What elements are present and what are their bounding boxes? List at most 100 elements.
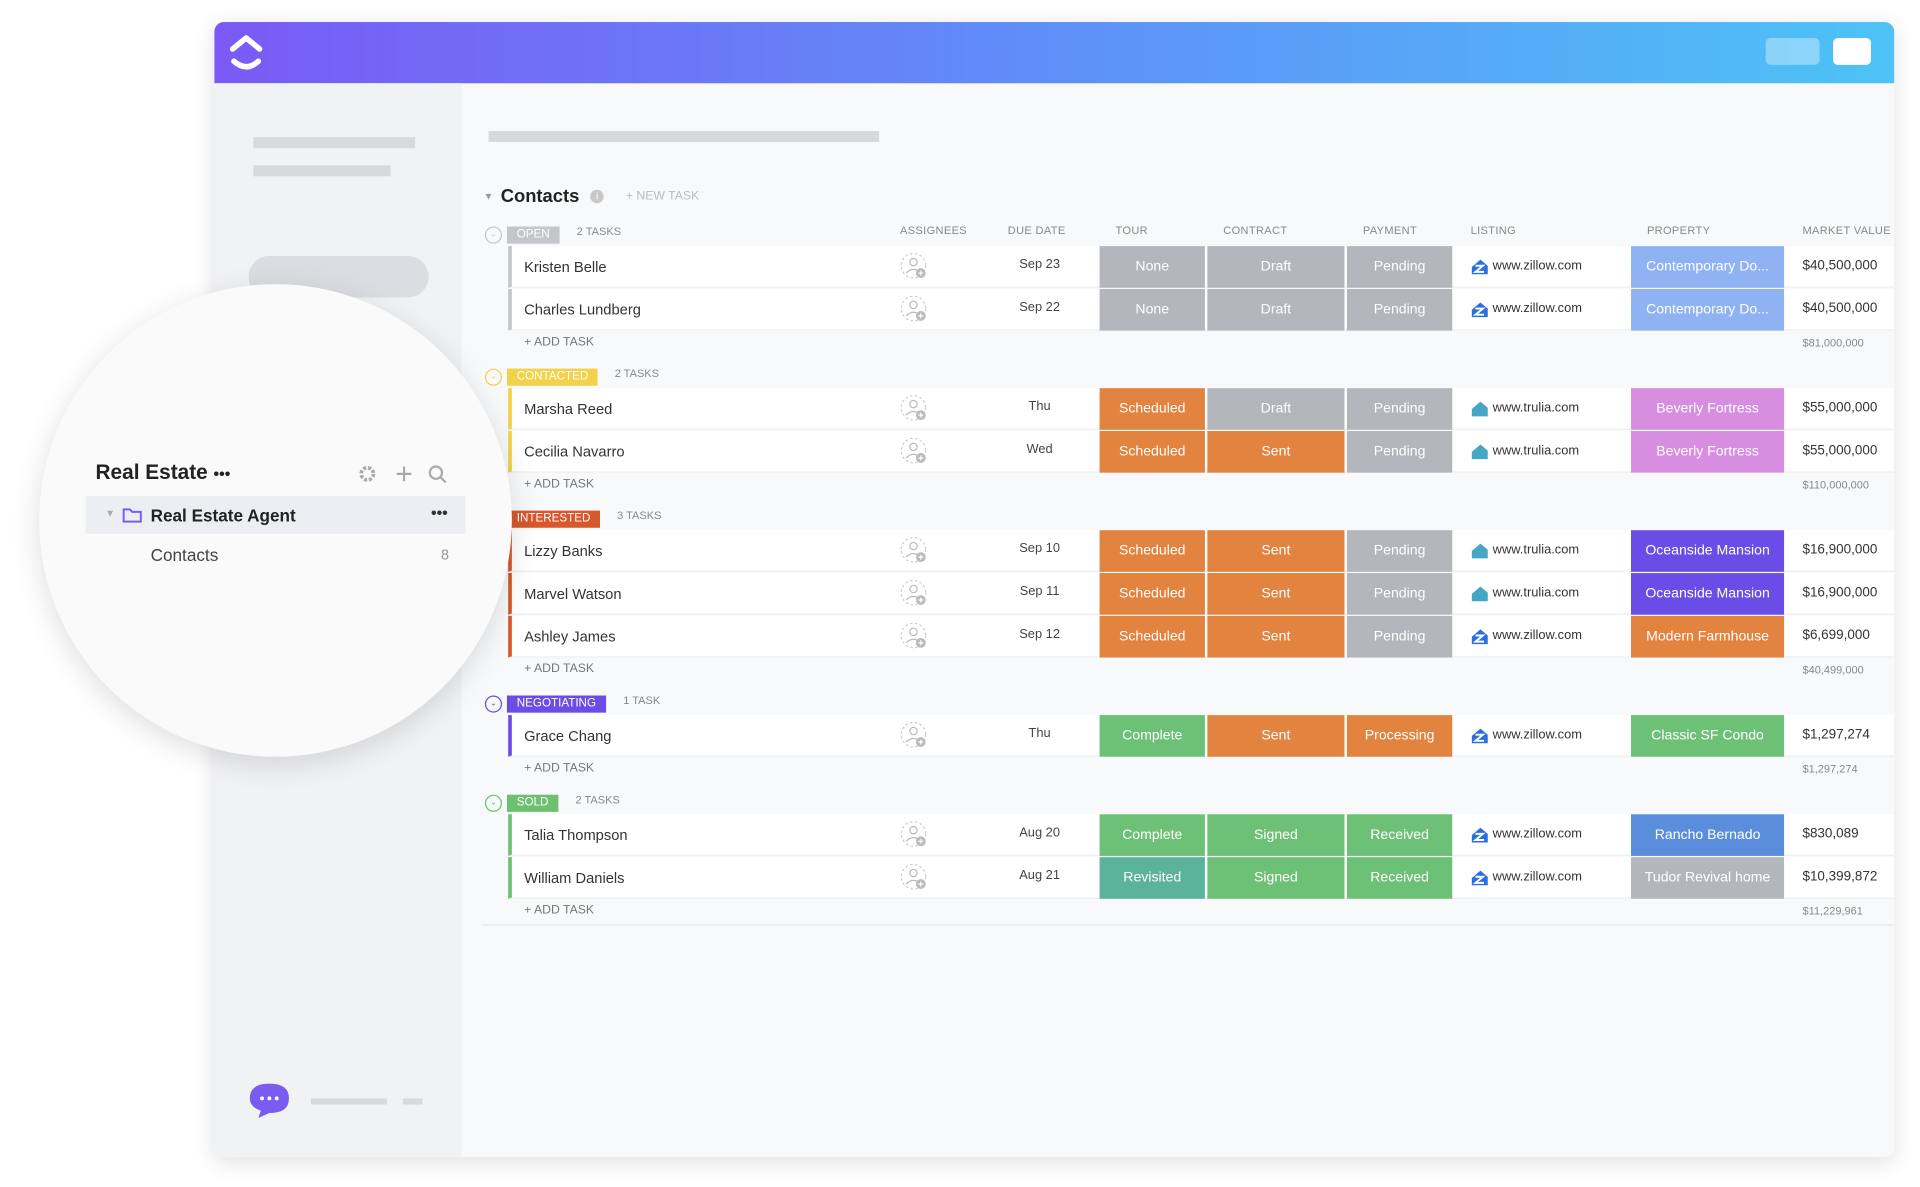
tour-tag[interactable]: None <box>1099 288 1205 331</box>
contract-tag[interactable]: Signed <box>1207 814 1345 856</box>
property-tag[interactable]: Contemporary Do... <box>1631 288 1785 331</box>
add-task[interactable]: + ADD TASK <box>524 477 595 492</box>
listing-url[interactable]: www.trulia.com <box>1492 400 1580 416</box>
tour-tag[interactable]: Scheduled <box>1099 615 1205 658</box>
collapse-caret[interactable]: ▼ <box>483 190 494 202</box>
payment-tag[interactable]: Pending <box>1346 246 1453 288</box>
group-toggle[interactable]: ⌄ <box>484 226 503 244</box>
task-name[interactable]: Charles Lundberg <box>524 301 641 319</box>
assignee-icon[interactable] <box>900 721 929 750</box>
task-name[interactable]: Marvel Watson <box>524 585 622 603</box>
tour-tag[interactable]: Scheduled <box>1099 573 1205 615</box>
contract-tag[interactable]: Sent <box>1207 530 1345 572</box>
property-tag[interactable]: Beverly Fortress <box>1631 388 1785 430</box>
listing-url[interactable]: www.trulia.com <box>1492 443 1580 458</box>
listing-url[interactable]: www.trulia.com <box>1492 585 1580 601</box>
task-name[interactable]: Cecilia Navarro <box>524 443 625 461</box>
listing-icon <box>1471 301 1489 318</box>
tour-tag[interactable]: Scheduled <box>1099 431 1205 473</box>
tour-tag[interactable]: Complete <box>1099 814 1205 856</box>
assignee-icon[interactable] <box>900 394 929 423</box>
add-task[interactable]: + ADD TASK <box>524 662 595 676</box>
new-task[interactable]: + NEW TASK <box>625 189 700 203</box>
due-date: Thu <box>1028 726 1051 741</box>
contract-tag[interactable]: Sent <box>1207 615 1345 658</box>
assignee-icon[interactable] <box>900 437 929 466</box>
payment-tag[interactable]: Processing <box>1346 715 1453 757</box>
payment-tag[interactable]: Pending <box>1346 388 1453 430</box>
contract-tag[interactable]: Sent <box>1207 431 1345 473</box>
info-icon[interactable]: i <box>590 189 604 203</box>
property-tag[interactable]: Classic SF Condo <box>1631 715 1785 757</box>
assignee-icon[interactable] <box>900 579 929 608</box>
payment-tag[interactable]: Received <box>1346 857 1453 899</box>
listing-url[interactable]: www.trulia.com <box>1492 542 1580 558</box>
add-task[interactable]: + ADD TASK <box>524 335 595 349</box>
task-name[interactable]: Lizzy Banks <box>524 542 603 560</box>
contract-tag[interactable]: Sent <box>1207 715 1345 757</box>
contract-tag[interactable]: Draft <box>1207 288 1345 331</box>
listing-url[interactable]: www.zillow.com <box>1492 258 1582 274</box>
tour-tag[interactable]: None <box>1099 246 1205 288</box>
payment-tag[interactable]: Pending <box>1346 431 1453 473</box>
listing-url[interactable]: www.zillow.com <box>1492 869 1582 885</box>
group-toggle[interactable]: ⌄ <box>484 695 503 713</box>
add-task[interactable]: + ADD TASK <box>524 761 595 776</box>
task-name[interactable]: Marsha Reed <box>524 400 613 418</box>
property-tag[interactable]: Rancho Bernado <box>1631 814 1785 856</box>
property-tag[interactable]: Modern Farmhouse <box>1631 615 1785 658</box>
group-toggle[interactable]: ⌄ <box>484 368 503 386</box>
listing-url[interactable]: www.zillow.com <box>1492 727 1582 743</box>
list-title: Contacts <box>500 185 580 207</box>
task-count: 2 TASKS <box>614 367 660 380</box>
payment-tag[interactable]: Pending <box>1346 615 1453 658</box>
tour-tag[interactable]: Revisited <box>1099 857 1205 899</box>
top-button[interactable] <box>1765 37 1820 65</box>
assignee-icon[interactable] <box>900 295 929 324</box>
property-tag[interactable]: Tudor Revival home <box>1631 857 1785 899</box>
due-date: Aug 20 <box>1019 825 1060 841</box>
listing-url[interactable]: www.zillow.com <box>1492 628 1582 643</box>
payment-tag[interactable]: Received <box>1346 814 1453 856</box>
task-name[interactable]: Ashley James <box>524 628 616 646</box>
listing-icon <box>1471 869 1489 886</box>
task-count: 2 TASKS <box>576 225 622 238</box>
list-count: 8 <box>440 546 450 564</box>
chat-button[interactable] <box>246 1081 293 1120</box>
property-tag[interactable]: Contemporary Do... <box>1631 246 1785 288</box>
logo[interactable] <box>227 32 266 74</box>
due-date: Sep 12 <box>1019 626 1060 642</box>
task-name[interactable]: William Daniels <box>524 869 625 887</box>
column-header: TOUR <box>1115 224 1149 237</box>
assignee-icon[interactable] <box>900 863 929 892</box>
task-name[interactable]: Talia Thompson <box>524 826 628 844</box>
assignee-icon[interactable] <box>900 622 929 651</box>
top-button[interactable] <box>1833 37 1872 65</box>
task-name[interactable]: Kristen Belle <box>524 258 607 276</box>
listing-url[interactable]: www.zillow.com <box>1492 301 1582 316</box>
payment-tag[interactable]: Pending <box>1346 288 1453 331</box>
payment-tag[interactable]: Pending <box>1346 573 1453 615</box>
property-tag[interactable]: Oceanside Mansion <box>1631 573 1785 615</box>
tour-tag[interactable]: Scheduled <box>1099 530 1205 572</box>
space-icons[interactable] <box>358 464 450 484</box>
listing-url[interactable]: www.zillow.com <box>1492 826 1582 842</box>
payment-tag[interactable]: Pending <box>1346 530 1453 572</box>
add-task[interactable]: + ADD TASK <box>524 903 595 918</box>
folder-row[interactable]: ▼ Real Estate Agent ••• <box>85 495 466 534</box>
group-toggle[interactable]: ⌄ <box>484 794 503 812</box>
list-name[interactable]: Contacts <box>150 544 219 565</box>
contract-tag[interactable]: Draft <box>1207 246 1345 288</box>
assignee-icon[interactable] <box>900 536 929 565</box>
due-date: Aug 21 <box>1019 868 1060 883</box>
assignee-icon[interactable] <box>900 252 929 281</box>
property-tag[interactable]: Beverly Fortress <box>1631 431 1785 473</box>
property-tag[interactable]: Oceanside Mansion <box>1631 530 1785 572</box>
tour-tag[interactable]: Scheduled <box>1099 388 1205 430</box>
contract-tag[interactable]: Draft <box>1207 388 1345 430</box>
contract-tag[interactable]: Signed <box>1207 857 1345 899</box>
assignee-icon[interactable] <box>900 820 929 849</box>
contract-tag[interactable]: Sent <box>1207 573 1345 615</box>
task-name[interactable]: Grace Chang <box>524 727 612 745</box>
tour-tag[interactable]: Complete <box>1099 715 1205 757</box>
